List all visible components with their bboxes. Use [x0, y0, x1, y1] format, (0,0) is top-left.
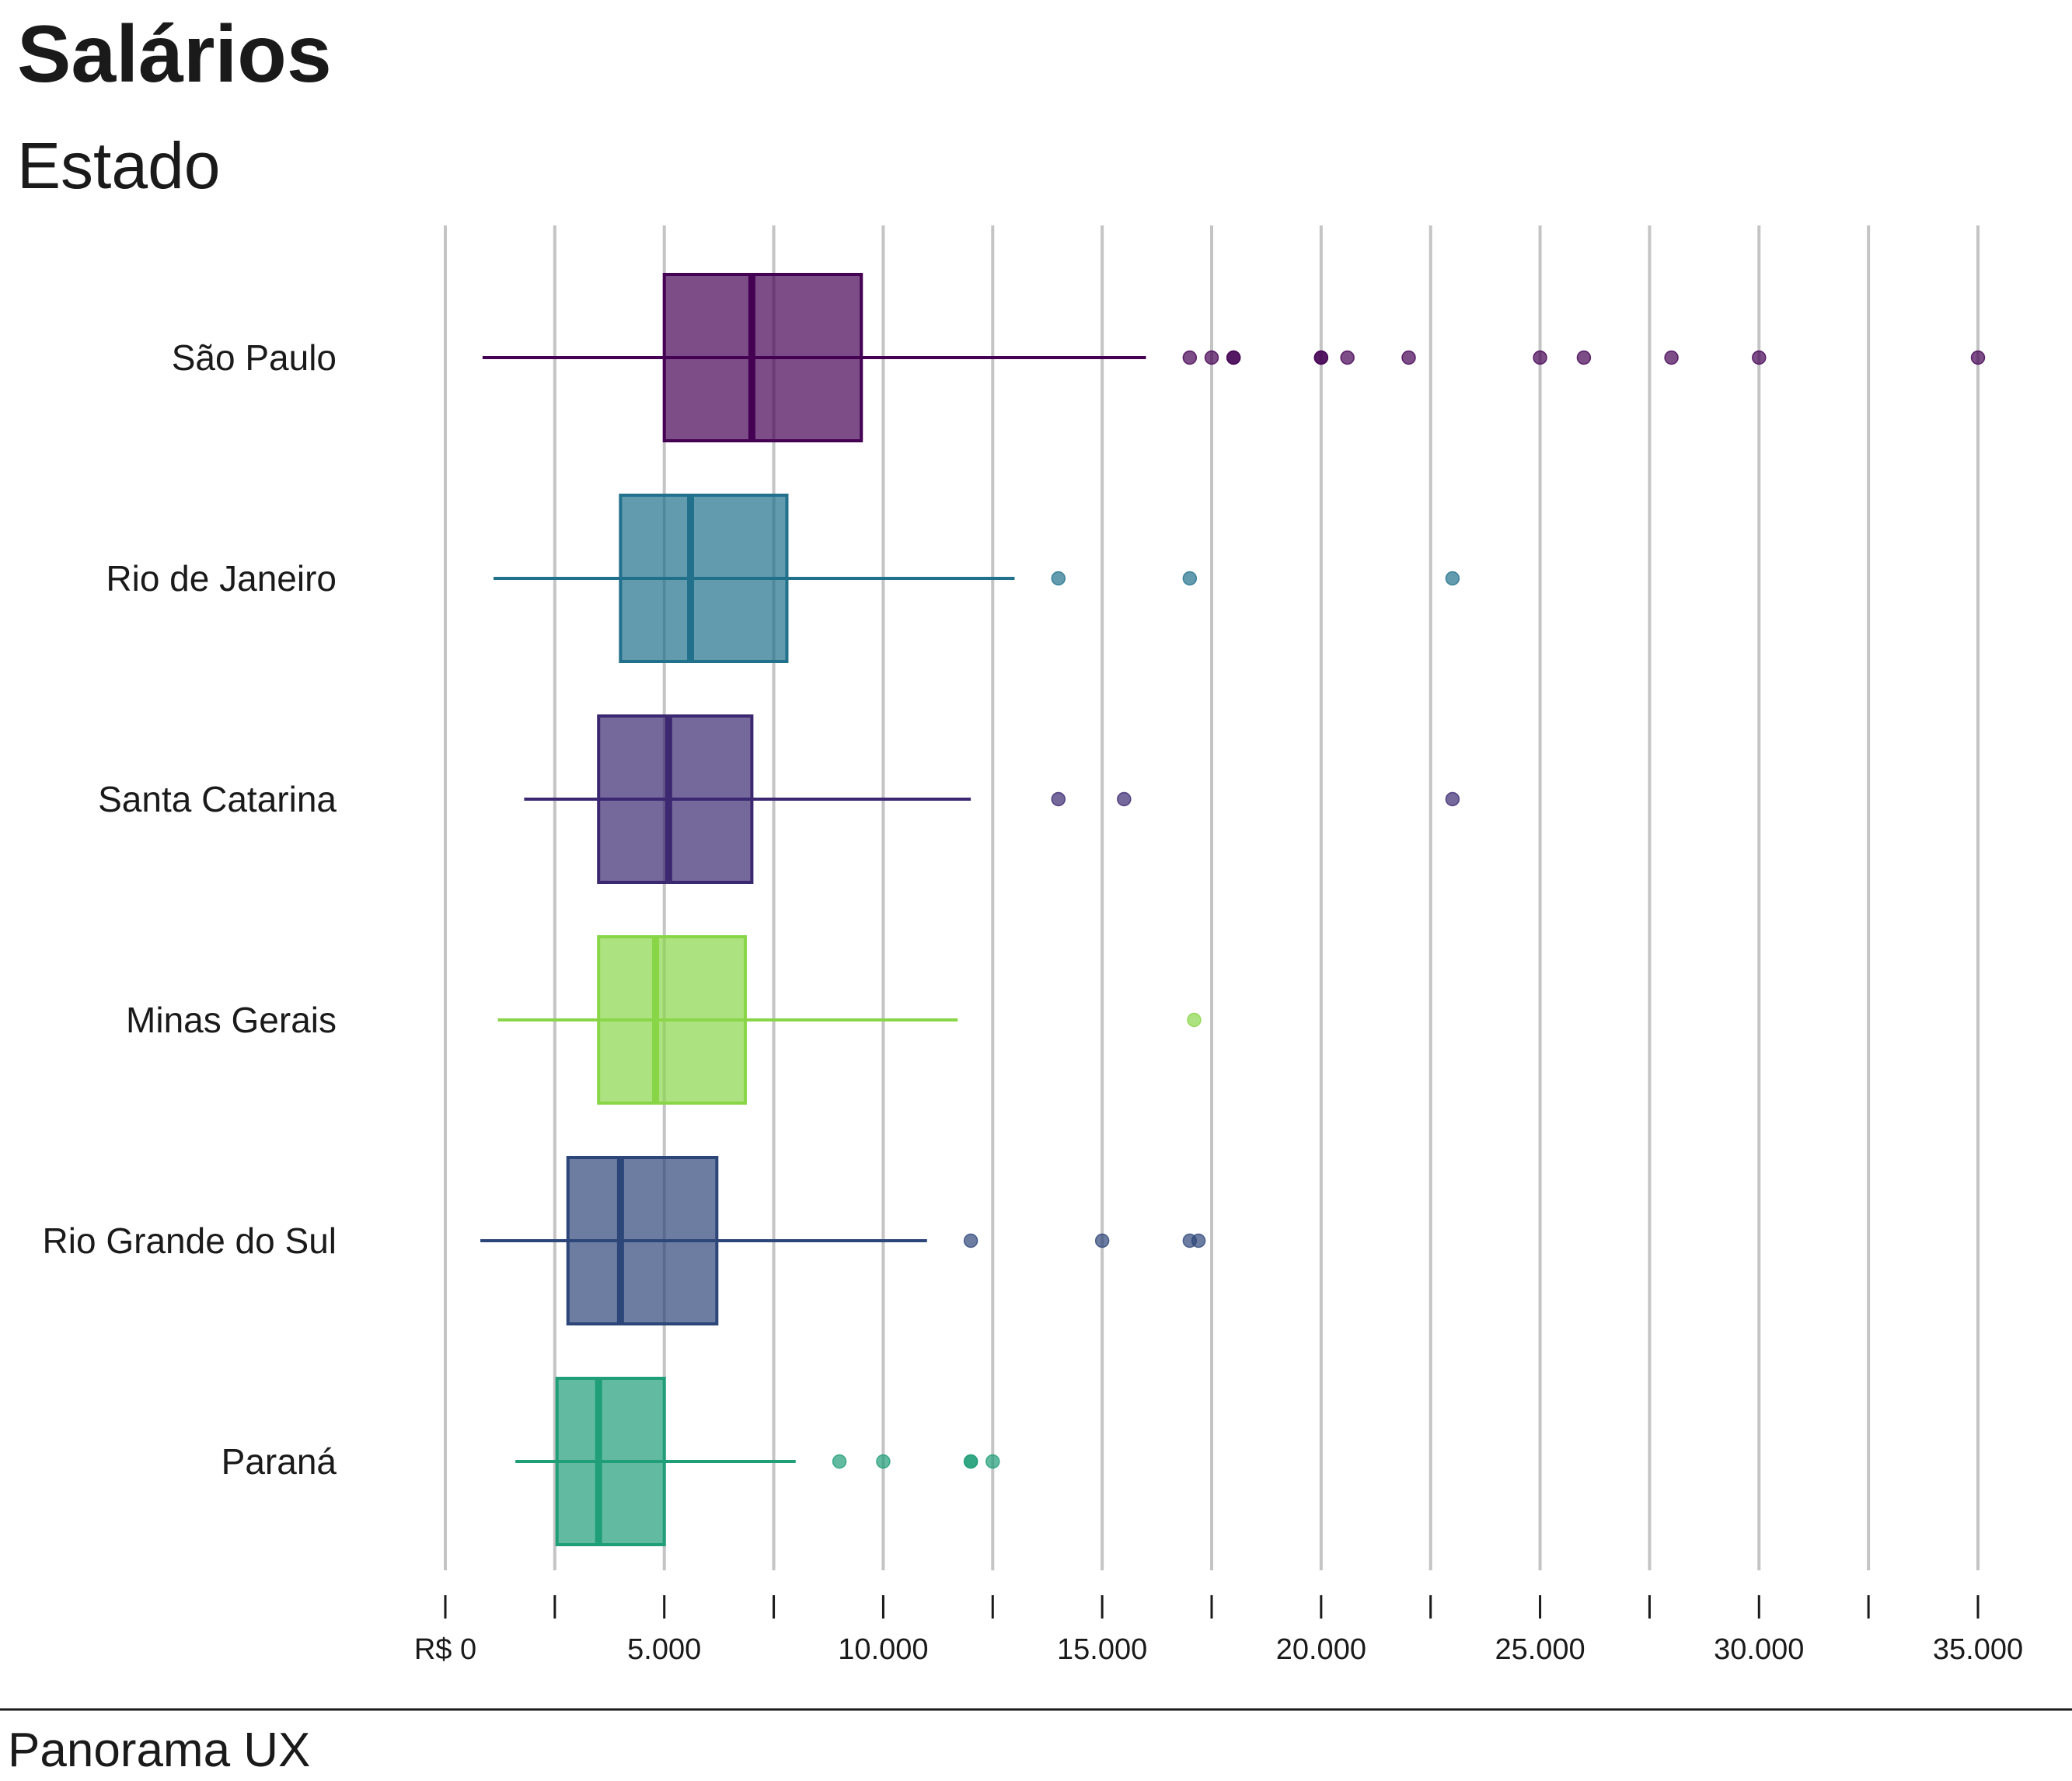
outlier-point — [1182, 350, 1198, 365]
x-tick-label: 25.000 — [1495, 1633, 1585, 1666]
category-labels: São Paulo Rio de Janeiro Santa Catarina Min… — [43, 337, 337, 1482]
outlier-point — [1117, 791, 1132, 807]
outlier-point — [1051, 571, 1066, 586]
boxplot-minas-gerais — [497, 935, 1202, 1105]
iqr-box — [597, 935, 747, 1105]
iqr-box — [619, 494, 789, 663]
outlier-point — [1204, 350, 1219, 365]
chart-subtitle: Estado — [17, 129, 221, 202]
x-tick-label: 5.000 — [627, 1633, 701, 1666]
outlier-point — [876, 1454, 891, 1469]
outlier-point — [1191, 1233, 1206, 1248]
boxplot-paraná — [515, 1377, 1000, 1546]
category-label: Santa Catarina — [98, 779, 337, 819]
outlier-point — [1187, 1012, 1202, 1028]
outlier-point — [1094, 1233, 1110, 1248]
outlier-point — [1752, 350, 1767, 365]
outlier-point — [1226, 350, 1241, 365]
x-tick-label: 15.000 — [1057, 1633, 1147, 1666]
chart-caption: Panorama UX — [8, 1723, 310, 1777]
category-label: Minas Gerais — [126, 1000, 337, 1040]
x-tick-label: R$ 0 — [414, 1633, 476, 1666]
outlier-point — [963, 1233, 978, 1248]
x-tick-label: 30.000 — [1714, 1633, 1804, 1666]
x-tick-label: 35.000 — [1933, 1633, 2023, 1666]
outlier-point — [1340, 350, 1355, 365]
outlier-point — [1970, 350, 1986, 365]
outlier-point — [985, 1454, 1000, 1469]
outlier-point — [832, 1454, 847, 1469]
iqr-box — [566, 1156, 719, 1325]
boxplot-santa-catarina — [524, 714, 1460, 884]
outlier-point — [1445, 571, 1460, 586]
outlier-point — [1313, 350, 1329, 365]
outlier-point — [1664, 350, 1679, 365]
outlier-point — [1445, 791, 1460, 807]
grid-lines — [444, 225, 1980, 1570]
outlier-point — [963, 1454, 978, 1469]
x-tick-label: 10.000 — [838, 1633, 928, 1666]
x-tick-label: 20.000 — [1276, 1633, 1366, 1666]
boxplot-rio-de-janeiro — [493, 494, 1460, 663]
outlier-point — [1182, 571, 1198, 586]
boxplots — [480, 273, 1986, 1546]
boxplot-são-paulo — [482, 273, 1986, 442]
iqr-box — [555, 1377, 666, 1546]
outlier-point — [1401, 350, 1416, 365]
outlier-point — [1533, 350, 1547, 365]
outlier-point — [1051, 791, 1066, 807]
iqr-box — [662, 273, 863, 442]
category-label: São Paulo — [172, 337, 337, 378]
boxplot-rio-grande-do-sul — [480, 1156, 1206, 1325]
chart-title: Salários — [17, 9, 332, 100]
category-label: Rio Grande do Sul — [43, 1221, 337, 1261]
iqr-box — [597, 714, 754, 884]
outlier-point — [1576, 350, 1592, 365]
category-label: Rio de Janeiro — [106, 558, 337, 599]
x-axis: R$ 0 5.000 10.000 15.000 20.000 25.000 30.000 3… — [414, 1595, 2023, 1666]
category-label: Paraná — [222, 1441, 337, 1482]
